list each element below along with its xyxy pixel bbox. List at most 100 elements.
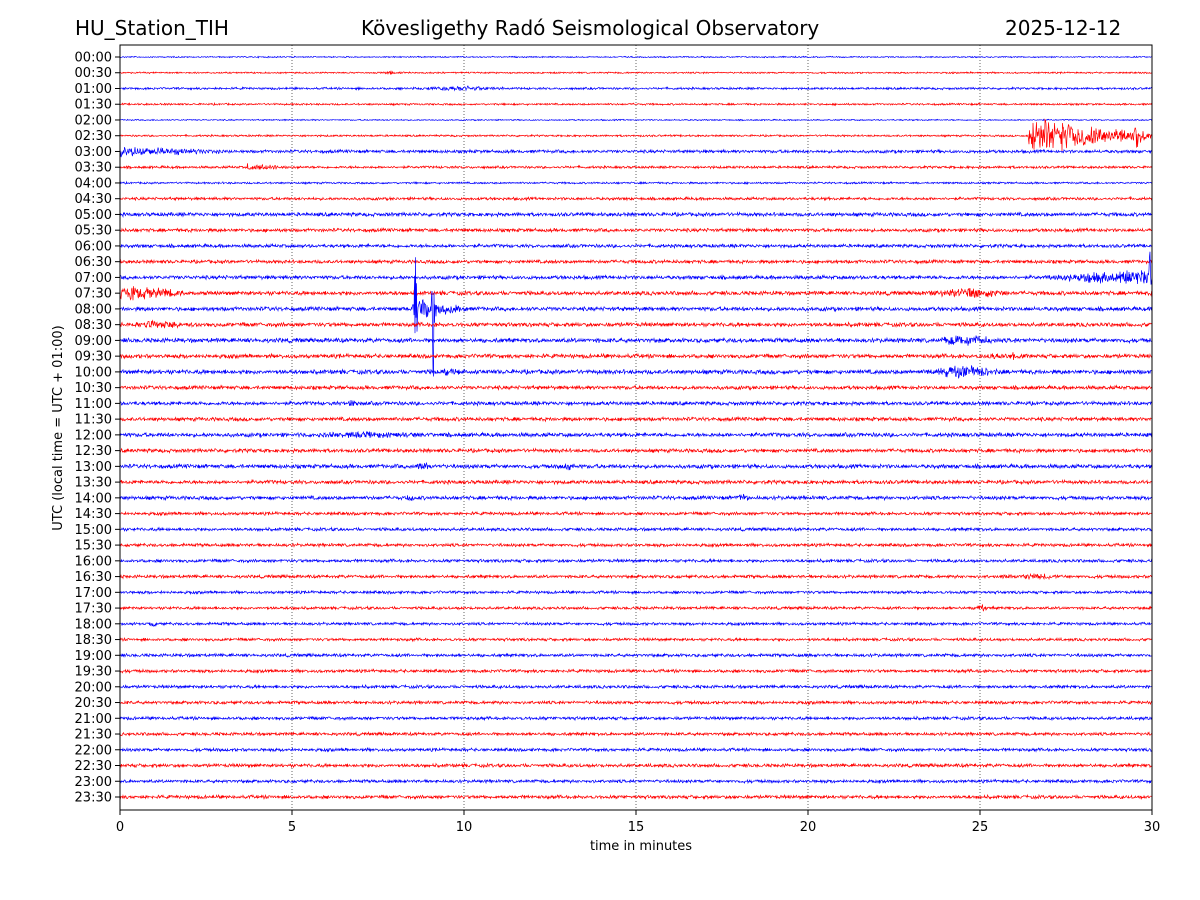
y-tick-label: 06:00 (75, 239, 112, 254)
trace-1700 (119, 589, 1153, 596)
trace-0730 (119, 286, 1153, 301)
trace-0030 (119, 70, 1153, 76)
trace-1030 (119, 384, 1153, 391)
trace-1430 (119, 510, 1153, 517)
y-tick-label: 11:30 (75, 413, 112, 428)
x-tick-label: 20 (800, 820, 817, 835)
trace-2200 (119, 746, 1153, 753)
y-tick-label: 18:00 (75, 617, 112, 632)
trace-1600 (119, 557, 1153, 564)
y-tick-label: 01:00 (75, 82, 112, 97)
y-tick-label: 07:00 (75, 271, 112, 286)
trace-2000 (119, 683, 1153, 690)
trace-0230 (119, 118, 1153, 152)
y-tick-label: 03:30 (75, 161, 112, 176)
y-tick-label: 03:00 (75, 145, 112, 160)
trace-0330 (119, 163, 1153, 171)
trace-0900 (119, 335, 1153, 346)
chart-title: Kövesligethy Radó Seismological Observat… (361, 16, 820, 40)
trace-0200 (119, 118, 1153, 122)
y-tick-label: 18:30 (75, 633, 112, 648)
plot-date: 2025-12-12 (1005, 16, 1122, 40)
y-tick-label: 13:30 (75, 476, 112, 491)
y-tick-label: 14:30 (75, 507, 112, 522)
y-tick-label: 14:00 (75, 491, 112, 506)
x-axis: 0 5 10 15 20 25 30 (116, 810, 1160, 835)
y-tick-label: 01:30 (75, 98, 112, 113)
y-tick-label: 08:00 (75, 302, 112, 317)
trace-1800 (119, 621, 1153, 627)
seismic-traces (119, 55, 1153, 801)
trace-0530 (119, 227, 1153, 234)
y-tick-label: 23:00 (75, 775, 112, 790)
trace-0700 (119, 251, 1153, 285)
trace-0100 (119, 85, 1153, 92)
trace-0630 (119, 258, 1153, 265)
y-tick-label: 12:30 (75, 444, 112, 459)
y-tick-label: 09:30 (75, 350, 112, 365)
trace-2100 (119, 715, 1153, 722)
trace-0930 (119, 352, 1152, 361)
y-tick-label: 10:00 (75, 365, 112, 380)
trace-2330 (119, 793, 1153, 801)
y-tick-label: 00:30 (75, 66, 112, 81)
y-tick-label: 17:30 (75, 602, 112, 617)
trace-0830 (119, 319, 1153, 329)
x-tick-label: 5 (288, 820, 296, 835)
trace-1200 (119, 430, 1153, 439)
y-tick-label: 23:30 (75, 791, 112, 806)
y-tick-label: 09:00 (75, 334, 112, 349)
trace-0600 (119, 242, 1153, 250)
trace-1730 (119, 604, 1153, 612)
y-tick-label: 20:00 (75, 680, 112, 695)
trace-2030 (119, 699, 1153, 706)
y-tick-label: 17:00 (75, 586, 112, 601)
trace-0500 (119, 211, 1153, 218)
y-tick-label: 05:00 (75, 208, 112, 223)
trace-1130 (119, 415, 1153, 423)
y-tick-label: 08:30 (75, 318, 112, 333)
y-tick-label: 02:00 (75, 113, 112, 128)
y-tick-label: 04:30 (75, 192, 112, 207)
y-tick-label: 04:00 (75, 176, 112, 191)
x-axis-label: time in minutes (590, 839, 692, 854)
station-name: HU_Station_TIH (75, 16, 229, 40)
trace-1930 (120, 668, 1153, 674)
y-tick-label: 12:00 (75, 428, 112, 443)
trace-2230 (119, 762, 1153, 769)
y-tick-label: 21:00 (75, 712, 112, 727)
y-tick-label: 15:00 (75, 523, 112, 538)
y-tick-label: 02:30 (75, 129, 112, 144)
x-tick-label: 10 (456, 820, 473, 835)
y-tick-label: 21:30 (75, 728, 112, 743)
y-tick-label: 06:30 (75, 255, 112, 270)
trace-1900 (119, 652, 1153, 659)
trace-1330 (119, 478, 1153, 486)
y-tick-label: 15:30 (75, 539, 112, 554)
y-tick-label: 19:30 (75, 665, 112, 680)
trace-1300 (119, 461, 1153, 471)
y-tick-label: 11:00 (75, 397, 112, 412)
x-tick-label: 25 (972, 820, 989, 835)
trace-0800 (119, 257, 1153, 377)
trace-0130 (119, 101, 1153, 107)
trace-1530 (119, 542, 1153, 549)
y-tick-label: 16:30 (75, 570, 112, 585)
y-tick-label: 22:00 (75, 743, 112, 758)
x-tick-label: 0 (116, 820, 124, 835)
y-tick-label: 19:00 (75, 649, 112, 664)
y-tick-label: 07:30 (75, 287, 112, 302)
y-tick-label: 13:00 (75, 460, 112, 475)
y-tick-label: 00:00 (75, 51, 112, 66)
trace-0400 (120, 180, 1153, 186)
y-tick-label: 05:30 (75, 224, 112, 239)
y-axis-label: UTC (local time = UTC + 01:00) (51, 325, 66, 530)
x-tick-label: 15 (628, 820, 645, 835)
trace-1830 (119, 636, 1153, 643)
y-axis: 00:0000:3001:0001:3002:0002:3003:0003:30… (75, 51, 120, 806)
trace-0430 (119, 195, 1153, 202)
trace-1400 (119, 493, 1153, 502)
trace-2300 (119, 778, 1153, 785)
trace-0300 (119, 146, 1153, 158)
